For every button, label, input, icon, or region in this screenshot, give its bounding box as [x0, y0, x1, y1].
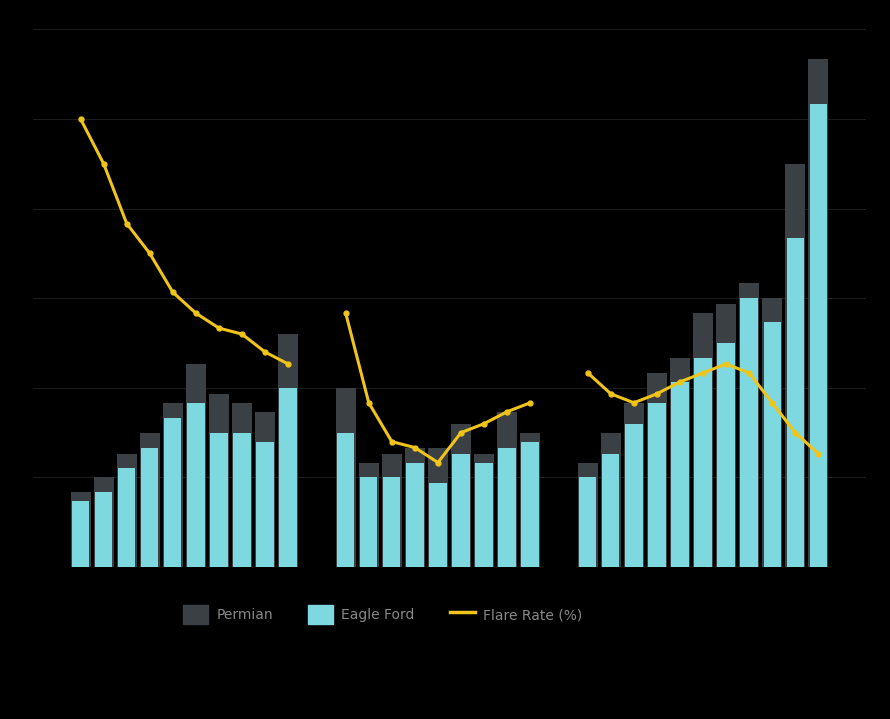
- Bar: [475, 462, 493, 567]
- Bar: [785, 164, 805, 567]
- Bar: [209, 394, 229, 567]
- Bar: [429, 483, 447, 567]
- Bar: [810, 104, 827, 567]
- Bar: [233, 433, 251, 567]
- Bar: [382, 454, 401, 567]
- Bar: [337, 433, 354, 567]
- Bar: [72, 501, 89, 567]
- Bar: [716, 304, 736, 567]
- Bar: [693, 313, 713, 567]
- Bar: [601, 433, 620, 567]
- Bar: [762, 298, 782, 567]
- Bar: [70, 493, 91, 567]
- Bar: [647, 373, 667, 567]
- Bar: [451, 423, 471, 567]
- Bar: [452, 454, 470, 567]
- Bar: [186, 364, 206, 567]
- Bar: [336, 388, 356, 567]
- Bar: [232, 403, 252, 567]
- Bar: [187, 403, 205, 567]
- Bar: [142, 448, 158, 567]
- Bar: [740, 283, 759, 567]
- Bar: [740, 298, 757, 567]
- Bar: [95, 493, 112, 567]
- Bar: [256, 441, 274, 567]
- Bar: [670, 358, 690, 567]
- Bar: [279, 334, 298, 567]
- Bar: [210, 433, 228, 567]
- Bar: [717, 343, 735, 567]
- Bar: [406, 462, 424, 567]
- Bar: [694, 358, 712, 567]
- Bar: [625, 423, 643, 567]
- Bar: [359, 462, 379, 567]
- Bar: [808, 59, 829, 567]
- Legend: Permian, Eagle Ford, Flare Rate (%): Permian, Eagle Ford, Flare Rate (%): [178, 599, 587, 630]
- Bar: [117, 454, 137, 567]
- Bar: [255, 412, 275, 567]
- Bar: [384, 477, 400, 567]
- Bar: [522, 441, 538, 567]
- Bar: [520, 433, 540, 567]
- Bar: [498, 412, 517, 567]
- Bar: [93, 477, 114, 567]
- Bar: [603, 454, 619, 567]
- Bar: [498, 448, 515, 567]
- Bar: [164, 418, 182, 567]
- Bar: [578, 462, 598, 567]
- Bar: [163, 403, 182, 567]
- Bar: [648, 403, 666, 567]
- Bar: [140, 433, 159, 567]
- Bar: [764, 322, 781, 567]
- Bar: [671, 382, 689, 567]
- Bar: [279, 388, 296, 567]
- Bar: [787, 239, 804, 567]
- Bar: [624, 403, 643, 567]
- Bar: [474, 454, 494, 567]
- Bar: [118, 469, 135, 567]
- Bar: [428, 448, 448, 567]
- Bar: [360, 477, 377, 567]
- Bar: [405, 448, 425, 567]
- Bar: [579, 477, 596, 567]
